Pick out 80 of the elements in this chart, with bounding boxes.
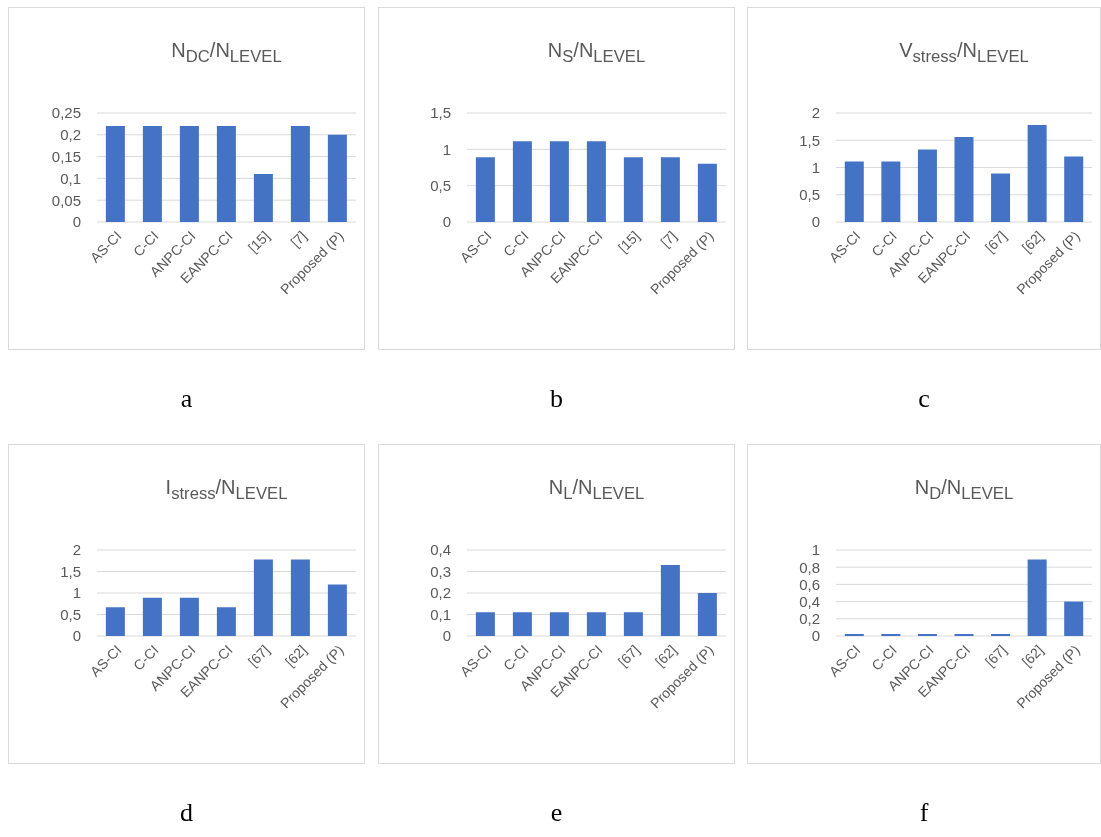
bar (142, 126, 162, 222)
chart-title: N$_{DC}$/N$_{LEVEL}$ (170, 38, 283, 68)
bar (290, 559, 310, 636)
y-tick-label: 0 (442, 213, 451, 231)
bar (991, 173, 1011, 222)
text: f (918, 798, 930, 828)
bar (216, 607, 236, 636)
bar (475, 157, 495, 222)
y-tick-label: 0 (72, 213, 81, 231)
bar (1064, 156, 1084, 222)
bar (179, 597, 199, 636)
bar (327, 584, 347, 636)
text: b (549, 384, 564, 414)
bar (586, 612, 606, 636)
y-tick-label: 0,3 (430, 562, 451, 580)
text: c (917, 384, 931, 414)
bar (105, 126, 125, 222)
bar (290, 126, 310, 222)
bar (327, 134, 347, 222)
bar (179, 126, 199, 222)
bar (660, 565, 680, 636)
y-tick-label: 0,4 (799, 592, 820, 610)
bar (586, 141, 606, 222)
bar (697, 593, 717, 636)
bar (1027, 124, 1047, 222)
y-tick-label: 0,4 (430, 541, 451, 559)
y-tick-label: 0,05 (51, 191, 81, 209)
y-tick-label: 0,2 (430, 584, 451, 602)
y-tick-label: 2 (72, 541, 81, 559)
y-tick-label: 0 (811, 213, 820, 231)
bar (142, 597, 162, 636)
y-tick-label: 0,6 (799, 575, 820, 593)
y-tick-label: 0,5 (799, 186, 820, 204)
y-tick-label: 1,5 (430, 104, 451, 122)
y-tick-label: 0 (72, 627, 81, 645)
y-tick-label: 1,5 (60, 562, 81, 580)
bar (623, 157, 643, 222)
text: e (549, 798, 564, 828)
y-tick-label: 0 (442, 627, 451, 645)
chart-title: I$_{stress}$/N$_{LEVEL}$ (164, 475, 289, 505)
bar (549, 141, 569, 222)
chart-title: N$_{D}$/N$_{LEVEL}$ (913, 475, 1015, 505)
bar (512, 612, 532, 636)
bar (844, 161, 864, 222)
bar (216, 126, 236, 222)
y-tick-label: 0 (811, 627, 820, 645)
bar (917, 149, 937, 222)
bar (881, 161, 901, 222)
y-tick-label: 0,1 (430, 605, 451, 623)
y-tick-label: 0,8 (799, 558, 820, 576)
y-tick-label: 0,25 (51, 104, 81, 122)
bar (623, 612, 643, 636)
bar (253, 174, 273, 222)
chart-title: N$_{L}$/N$_{LEVEL}$ (547, 475, 646, 505)
bar (1027, 559, 1047, 636)
bar (105, 607, 125, 636)
chart-title: V$_{stress}$/N$_{LEVEL}$ (898, 38, 1030, 68)
y-tick-label: 0,5 (60, 605, 81, 623)
y-tick-label: 1 (811, 158, 820, 176)
y-tick-label: 1 (442, 140, 451, 158)
y-tick-label: 0,5 (430, 176, 451, 194)
y-tick-label: 2 (811, 104, 820, 122)
y-tick-label: 1 (811, 541, 820, 559)
y-tick-label: 0,15 (51, 147, 81, 165)
bar (512, 141, 532, 222)
y-tick-label: 0,2 (60, 126, 81, 144)
bar (954, 136, 974, 222)
chart-title: N$_{S}$/N$_{LEVEL}$ (546, 38, 647, 68)
y-tick-label: 1 (72, 584, 81, 602)
y-tick-label: 0,2 (799, 610, 820, 628)
bar (475, 612, 495, 636)
text: d (179, 798, 194, 828)
bar (660, 157, 680, 222)
bar (253, 559, 273, 636)
y-tick-label: 1,5 (799, 131, 820, 149)
text: a (179, 384, 194, 414)
bar (697, 163, 717, 222)
bar (1064, 601, 1084, 636)
y-tick-label: 0,1 (60, 169, 81, 187)
bar (549, 612, 569, 636)
